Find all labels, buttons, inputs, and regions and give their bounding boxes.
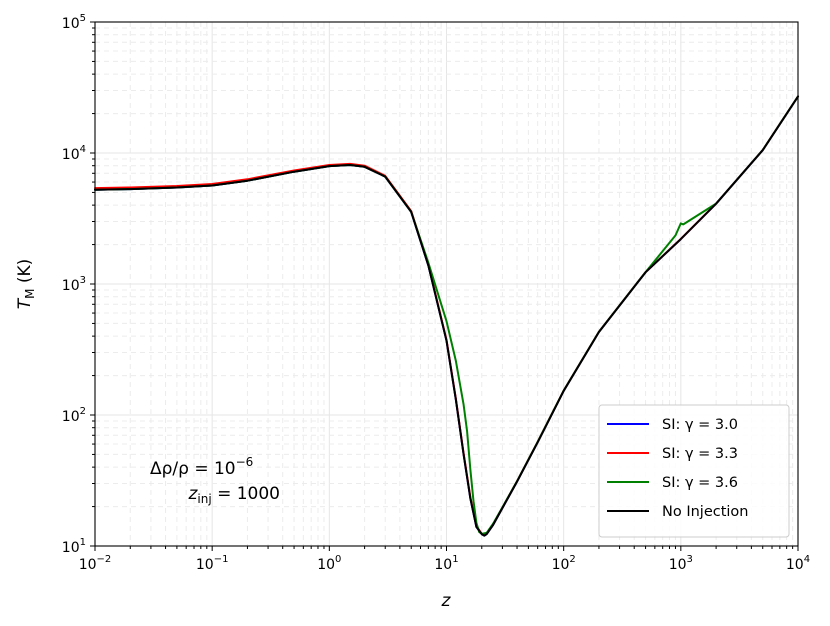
annotation-line-2: zinj = 1000	[187, 484, 280, 506]
legend-box	[598, 404, 790, 538]
y-axis-label-unit: (K)	[15, 259, 35, 289]
legend-label: No Injection	[662, 504, 749, 520]
x-tick-label: 10−1	[196, 554, 229, 573]
x-tick-label: 103	[669, 554, 693, 573]
annotation: Δρ/ρ = 10−6 zinj = 1000	[150, 455, 280, 506]
legend: SI: γ = 3.0 SI: γ = 3.3 SI: γ = 3.6 No Inje…	[598, 404, 790, 538]
x-tick-label: 10−2	[79, 554, 112, 573]
y-tick-label: 104	[62, 144, 86, 163]
y-axis-label: TM (K)	[15, 259, 37, 310]
x-tick-label: 101	[434, 554, 458, 573]
y-tick-label: 101	[62, 537, 86, 556]
y-tick-label: 105	[62, 13, 86, 32]
legend-label: SI: γ = 3.0	[662, 417, 738, 433]
y-tick-label: 102	[62, 406, 86, 425]
legend-label: SI: γ = 3.6	[662, 475, 738, 491]
annotation-line-1: Δρ/ρ = 10−6	[150, 455, 253, 479]
series-lines	[94, 95, 799, 537]
x-axis-label: z	[441, 591, 452, 611]
ticks	[90, 21, 799, 551]
legend-label: SI: γ = 3.3	[662, 446, 738, 462]
x-tick-label: 100	[317, 554, 341, 573]
x-tick-label: 104	[786, 554, 810, 573]
tick-labels: 10−2 10−1 100 101 102 103 104 101 102 103 104 105	[62, 13, 810, 573]
series-line-4	[94, 95, 799, 537]
y-axis-label-main: T	[15, 297, 35, 309]
grid	[94, 21, 799, 547]
y-axis-label-sub: M	[23, 289, 37, 299]
y-tick-label: 103	[62, 275, 86, 294]
x-tick-label: 102	[552, 554, 576, 573]
